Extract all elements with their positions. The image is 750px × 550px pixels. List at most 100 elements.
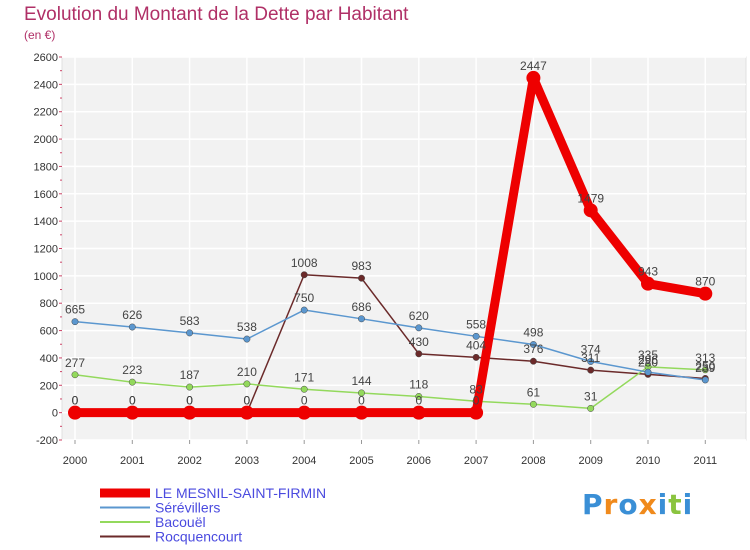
- data-label: 210: [237, 365, 257, 379]
- series-2: [71, 363, 709, 412]
- data-point: [71, 318, 79, 326]
- series-line: [74, 309, 707, 381]
- data-label: 498: [523, 326, 543, 340]
- y-tick-label: 2400: [34, 79, 58, 91]
- data-point: [243, 335, 251, 343]
- data-point: [644, 368, 652, 376]
- data-label: 280: [638, 355, 658, 369]
- legend-label: Rocquencourt: [155, 529, 242, 545]
- data-point: [186, 383, 194, 391]
- data-label: 983: [351, 259, 371, 273]
- chart-title: Evolution du Montant de la Dette par Hab…: [24, 4, 409, 25]
- data-label: 0: [358, 394, 365, 408]
- data-label: 83: [469, 382, 483, 396]
- x-tick-label: 2002: [177, 455, 201, 467]
- data-point: [182, 405, 197, 420]
- data-label: 870: [695, 275, 715, 289]
- data-point: [358, 389, 365, 397]
- data-label: 0: [186, 394, 193, 408]
- data-label: 313: [695, 351, 715, 365]
- data-label: 430: [409, 335, 429, 349]
- data-label: 0: [72, 394, 79, 408]
- x-tick-label: 2009: [578, 455, 602, 467]
- data-label: 750: [294, 291, 314, 305]
- y-tick-label: 400: [40, 353, 58, 365]
- x-tick-label: 2000: [63, 455, 87, 467]
- legend-label: Sérévillers: [155, 500, 220, 516]
- data-label: 0: [244, 394, 251, 408]
- data-label: 0: [473, 394, 480, 408]
- data-label: 296: [638, 353, 658, 367]
- data-point: [300, 306, 308, 314]
- grid-lines: [62, 56, 746, 441]
- data-label: 583: [180, 314, 200, 328]
- data-label: 239: [695, 361, 715, 375]
- data-point: [469, 405, 484, 420]
- data-label: 187: [180, 368, 200, 382]
- data-label: 0: [244, 394, 251, 408]
- data-label: 0: [415, 394, 422, 408]
- data-label: 118: [409, 378, 428, 392]
- data-label: 250: [695, 359, 715, 373]
- data-point: [529, 341, 537, 348]
- data-point: [415, 350, 423, 358]
- chart-subtitle: (en €): [24, 28, 56, 42]
- data-point: [583, 203, 598, 218]
- logo-letter: i: [682, 488, 694, 521]
- logo-letter: t: [668, 488, 683, 521]
- data-label: 0: [72, 394, 79, 408]
- data-label: 558: [466, 317, 486, 331]
- data-point: [125, 405, 140, 420]
- series-0: [68, 70, 713, 420]
- data-label: 538: [237, 320, 257, 334]
- logo-letter: x: [638, 488, 658, 521]
- data-label: 171: [294, 370, 314, 384]
- data-point: [239, 405, 254, 420]
- x-tick-label: 2004: [292, 455, 316, 467]
- x-tick-label: 2010: [636, 455, 660, 467]
- data-point: [587, 366, 595, 374]
- data-label: 223: [122, 363, 142, 377]
- x-tick-label: 2007: [464, 455, 488, 467]
- y-tick-label: 1200: [34, 244, 58, 256]
- data-point: [415, 393, 423, 400]
- data-label: 1008: [291, 256, 318, 270]
- data-label: 0: [186, 394, 193, 408]
- x-tick-label: 2011: [693, 455, 717, 467]
- data-label: 0: [301, 394, 308, 408]
- y-tick-label: 800: [40, 298, 58, 310]
- x-tick-label: 2001: [120, 455, 144, 467]
- data-point: [529, 357, 537, 365]
- data-point: [701, 376, 709, 384]
- x-tick-label: 2008: [521, 455, 545, 467]
- data-label: 277: [65, 356, 85, 370]
- data-label: 335: [638, 348, 658, 362]
- data-label: 620: [409, 309, 429, 323]
- series-1: [71, 306, 709, 384]
- data-label: 311: [581, 351, 600, 365]
- y-tick-label: 1000: [34, 271, 58, 283]
- data-label: 376: [523, 342, 543, 356]
- data-label: 626: [122, 308, 142, 322]
- data-point: [358, 315, 365, 323]
- data-point: [300, 385, 308, 393]
- data-point: [472, 353, 480, 361]
- x-tick-label: 2003: [235, 455, 259, 467]
- series-lines: [68, 70, 713, 420]
- data-point: [68, 405, 82, 420]
- data-point: [415, 324, 423, 332]
- x-tick-label: 2005: [349, 455, 373, 467]
- data-point: [186, 329, 194, 337]
- data-label: 31: [584, 389, 598, 403]
- y-tick-label: 1800: [34, 161, 58, 173]
- data-point: [354, 405, 369, 420]
- data-point: [526, 70, 541, 85]
- data-point: [71, 371, 79, 379]
- legend-label: Bacouël: [155, 514, 206, 530]
- data-label: 374: [581, 342, 601, 356]
- y-tick-label: 2000: [34, 134, 58, 146]
- data-point: [472, 332, 480, 340]
- data-point: [701, 366, 709, 374]
- data-point: [128, 378, 136, 386]
